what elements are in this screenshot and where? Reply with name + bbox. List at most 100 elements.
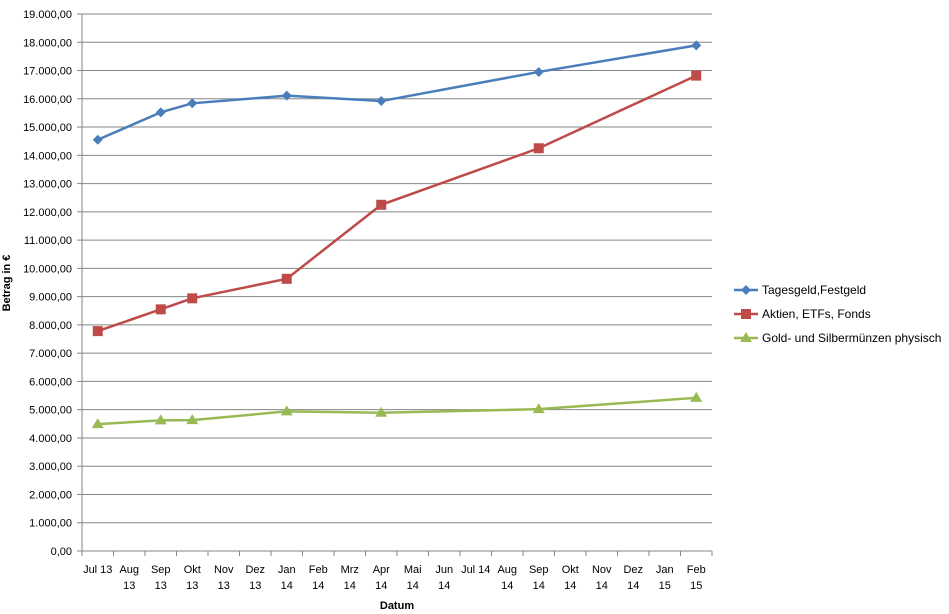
data-point (691, 40, 702, 51)
x-tick-label: Sep 13 (151, 564, 171, 592)
series-lines (91, 40, 703, 429)
data-point (375, 406, 388, 417)
y-tick-label: 15.000,00 (23, 122, 72, 134)
x-tick-label-line: Jul 13 (83, 564, 112, 576)
y-tick-label: 12.000,00 (23, 207, 72, 219)
gridlines (82, 13, 712, 524)
y-tick-label: 9.000,00 (29, 292, 72, 304)
data-point (91, 418, 104, 429)
y-tick-label: 17.000,00 (23, 66, 72, 78)
data-point (741, 285, 751, 295)
data-point (187, 98, 198, 109)
data-point (154, 414, 167, 425)
data-point (92, 326, 103, 337)
data-point (690, 391, 703, 402)
x-tick-label: Jul 13 (83, 564, 112, 576)
x-tick-label-line: 14 (281, 580, 293, 592)
data-point (280, 405, 293, 416)
axes (77, 13, 713, 556)
x-tick-label: Jul 14 (461, 564, 490, 576)
data-point (533, 66, 544, 77)
data-point (740, 332, 752, 342)
legend-item: Aktien, ETFs, Fonds (734, 307, 871, 321)
y-tick-label: 19.000,00 (23, 9, 72, 21)
x-tick-label: Feb 15 (687, 564, 706, 592)
x-tick-label-line: 13 (123, 580, 135, 592)
y-tick-label: 0,00 (51, 546, 72, 558)
x-tick-label-line: Sep (529, 564, 549, 576)
x-tick-label-line: Mai (404, 564, 422, 576)
x-tick-label-line: Mrz (341, 564, 359, 576)
y-tick-labels: 0,00 1.000,00 2.000,00 3.000,00 4.000,00 5.00… (23, 9, 72, 558)
data-point (155, 304, 166, 315)
y-tick-label: 1.000,00 (29, 518, 72, 530)
x-tick-label-line: 13 (186, 580, 198, 592)
x-tick-label-line: 14 (344, 580, 356, 592)
data-point (533, 143, 544, 154)
y-tick-label: 13.000,00 (23, 179, 72, 191)
legend-label: Gold- und Silbermünzen physisch (762, 331, 941, 345)
x-tick-label-line: Apr (373, 564, 390, 576)
x-tick-label: Mai 14 (404, 564, 422, 592)
y-tick-label: 6.000,00 (29, 376, 72, 388)
x-tick-label-line: 14 (501, 580, 513, 592)
series-line (97, 396, 697, 426)
y-tick-label: 8.000,00 (29, 320, 72, 332)
y-tick-label: 7.000,00 (29, 348, 72, 360)
x-tick-label: Okt 13 (184, 564, 201, 592)
data-point (186, 414, 199, 425)
legend-item: Gold- und Silbermünzen physisch (734, 331, 941, 345)
x-axis-title: Datum (380, 600, 414, 612)
x-tick-label-line: Jan (656, 564, 674, 576)
data-point (691, 70, 702, 81)
data-point (155, 107, 166, 118)
x-tick-label-line: Okt (184, 564, 201, 576)
x-tick-label: Mrz 14 (341, 564, 359, 592)
y-axis-title: Betrag in € (1, 255, 13, 312)
y-tick-label: 18.000,00 (23, 37, 72, 49)
x-tick-label-line: Dez (245, 564, 265, 576)
x-tick-label-line: Feb (687, 564, 706, 576)
x-tick-label: Aug 13 (119, 564, 139, 592)
y-tick-label: 2.000,00 (29, 489, 72, 501)
x-tick-label: Apr 14 (373, 564, 390, 592)
x-tick-label: Nov 13 (214, 564, 234, 592)
y-tick-label: 5.000,00 (29, 405, 72, 417)
y-tick-label: 16.000,00 (23, 94, 72, 106)
x-tick-label-line: 13 (155, 580, 167, 592)
y-tick-label: 3.000,00 (29, 461, 72, 473)
x-tick-label-line: Jul 14 (461, 564, 490, 576)
x-tick-label: Dez 14 (623, 564, 643, 592)
series-line (97, 74, 697, 333)
data-point (376, 199, 387, 210)
x-tick-label: Feb 14 (309, 564, 328, 592)
data-point (92, 134, 103, 145)
legend-label: Tagesgeld,Festgeld (762, 283, 866, 297)
x-tick-label-line: 14 (627, 580, 639, 592)
x-tick-label-line: 15 (690, 580, 702, 592)
x-tick-label-line: Nov (214, 564, 234, 576)
data-point (281, 273, 292, 284)
x-tick-label-line: Jan (278, 564, 296, 576)
x-tick-label-line: Okt (562, 564, 579, 576)
y-tick-label: 10.000,00 (23, 263, 72, 275)
legend: Tagesgeld,Festgeld Aktien, ETFs, Fonds Gol… (734, 283, 941, 345)
x-tick-label: Sep 14 (529, 564, 549, 592)
x-tick-label-line: 14 (596, 580, 608, 592)
data-point (532, 403, 545, 414)
data-point (187, 293, 198, 304)
x-tick-label: Dez 13 (245, 564, 265, 592)
x-tick-label-line: Jun (435, 564, 453, 576)
x-tick-label: Aug 14 (497, 564, 517, 592)
series-2 (92, 70, 702, 337)
legend-label: Aktien, ETFs, Fonds (762, 307, 871, 321)
legend-item: Tagesgeld,Festgeld (734, 283, 866, 297)
data-point (376, 96, 387, 107)
x-tick-labels: Jul 13 Aug 13 Sep 13 Okt 13 Nov 13 Dez 13 Jan 14 Feb 1… (83, 564, 706, 592)
x-tick-label-line: 14 (375, 580, 387, 592)
x-tick-label-line: 14 (533, 580, 545, 592)
x-tick-label-line: Feb (309, 564, 328, 576)
x-tick-label-line: Nov (592, 564, 612, 576)
x-tick-label: Jan 15 (656, 564, 674, 592)
